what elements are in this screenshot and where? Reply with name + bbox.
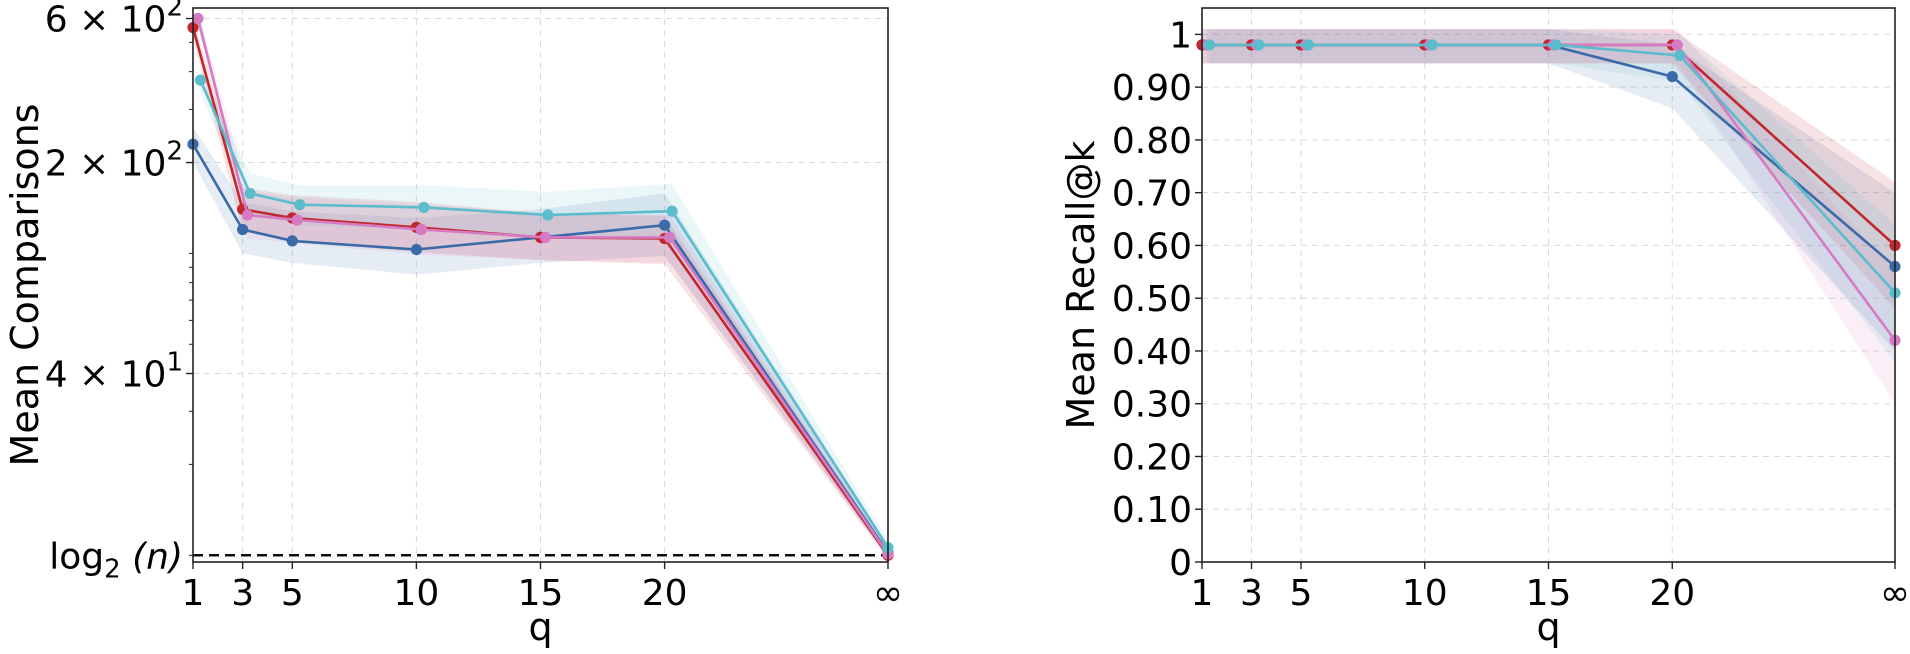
y-tick-label: 0.20	[1112, 437, 1192, 478]
series-cyan-line	[199, 79, 890, 549]
series-pink-point	[663, 231, 676, 243]
series-cyan-point	[1426, 39, 1438, 51]
x-tick-label: 5	[1290, 573, 1313, 614]
series-blue-point	[237, 223, 249, 236]
x-ticks: 1 3 5 10 15 20 ∞	[1191, 562, 1910, 614]
panel-mean-recall: 1 3 5 10 15 20 ∞00.100.200.300.400.500.600.700…	[1059, 7, 1910, 649]
y-tick-exponent: 1	[166, 348, 183, 378]
series-blue-band	[1202, 29, 1895, 351]
series-cyan	[1203, 39, 1901, 299]
confidence-bands	[193, 10, 888, 560]
y-tick-label: 6 × 102	[45, 0, 183, 40]
series-cyan-point	[1253, 39, 1265, 51]
series-cyan-point	[294, 199, 306, 211]
y-axis-label: Mean Recall@k	[1059, 141, 1103, 430]
series-pink-point	[291, 214, 303, 226]
series-red	[187, 21, 894, 561]
series-cyan	[194, 74, 894, 554]
series-cyan-point	[418, 201, 430, 214]
series-pink-band	[198, 10, 888, 558]
y-tick-label: 0.50	[1112, 279, 1192, 320]
x-tick-label: 15	[518, 573, 564, 614]
series-red-band	[1202, 29, 1895, 309]
reference-arg: (n)	[121, 536, 183, 577]
series-pink-line	[196, 18, 890, 555]
reference-sub: 2	[104, 554, 121, 584]
y-tick-exponent: 2	[166, 0, 183, 22]
series-cyan-point	[1203, 39, 1216, 51]
confidence-bands	[1202, 29, 1895, 404]
reference-func: log	[49, 536, 104, 577]
x-tick-label: 10	[1402, 573, 1448, 614]
y-tick-label: 4 × 101	[45, 348, 183, 396]
x-tick-label: 20	[1649, 573, 1695, 614]
x-axis-label: q	[1536, 605, 1560, 649]
x-tick-label: 15	[1526, 573, 1572, 614]
series-pink-point	[415, 223, 427, 236]
y-tick-label: 0.10	[1112, 490, 1192, 531]
series-cyan-band	[200, 68, 888, 555]
y-tick-label: 0	[1169, 543, 1192, 584]
series-pink-band	[1207, 29, 1895, 404]
gridlines	[1201, 8, 1896, 563]
series-pink-point	[192, 12, 204, 25]
x-tick-label: 3	[231, 573, 254, 614]
series-blue-band	[193, 127, 888, 558]
x-tick-label: 3	[1240, 573, 1263, 614]
x-tick-label: ∞	[1880, 573, 1910, 614]
series-pink-point	[242, 209, 254, 221]
series-blue-point	[286, 235, 298, 247]
x-tick-label: 10	[393, 573, 439, 614]
series-blue	[187, 138, 894, 559]
series-pink-point	[539, 231, 552, 243]
series-cyan-band	[1209, 29, 1895, 362]
series-pink	[192, 12, 894, 560]
y-tick-label: 0.80	[1112, 121, 1192, 162]
series-cyan-point	[542, 209, 554, 221]
y-tick-label: 0.60	[1112, 226, 1192, 267]
series-blue-point	[410, 243, 422, 256]
y-tick-label: 2 × 102	[45, 137, 183, 185]
x-tick-label: 5	[281, 573, 304, 614]
series-red-line	[191, 27, 890, 557]
x-tick-label: 1	[182, 573, 205, 614]
x-axis-label: q	[528, 605, 552, 649]
series-blue-point	[659, 219, 671, 231]
series-pink-point	[1671, 39, 1683, 51]
y-axis-label: Mean Comparisons	[3, 104, 47, 467]
x-tick-label: 20	[642, 573, 688, 614]
gridlines	[192, 8, 889, 562]
x-tick-label: 1	[1191, 573, 1214, 614]
series-cyan-point	[1302, 39, 1315, 51]
y-tick-label: 1	[1169, 15, 1192, 56]
series-blue-point	[1666, 70, 1678, 83]
x-tick-label: ∞	[873, 573, 903, 614]
x-ticks: 1 3 5 10 15 20 ∞	[182, 562, 903, 614]
series-cyan-point	[666, 205, 678, 217]
y-tick-exponent: 2	[166, 137, 183, 167]
y-tick-label: 0.40	[1112, 332, 1192, 373]
y-tick-label: 0.90	[1112, 68, 1192, 109]
series-cyan-point	[194, 74, 207, 86]
series-cyan-point	[1674, 49, 1686, 62]
reference-line-label: log2 (n)	[49, 536, 183, 584]
y-tick-label: 0.70	[1112, 174, 1192, 215]
y-ticks: 0 0.10 0.20 0.30 0.40 0.50 0.60 0.70 0.80 0.90 1	[1112, 15, 1202, 584]
y-tick-label: 0.30	[1112, 385, 1192, 426]
series-cyan-point	[1550, 39, 1562, 51]
series-cyan-point	[244, 187, 256, 200]
